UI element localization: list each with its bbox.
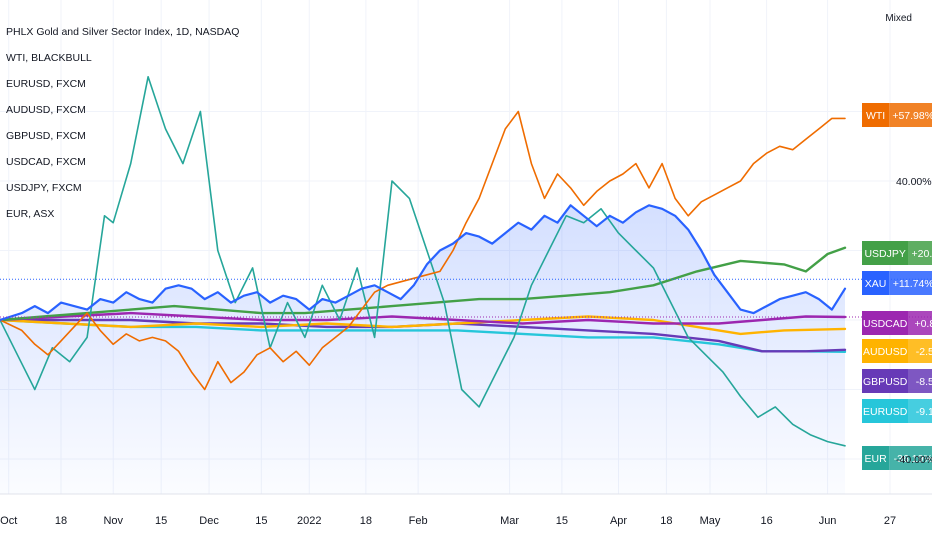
price-label-name-bg — [862, 369, 909, 393]
price-label-name-bg — [862, 446, 890, 470]
price-label-name-bg — [862, 311, 909, 335]
price-label-value-bg — [889, 271, 932, 295]
price-label-gbpusd: GBPUSD -8.58% — [862, 369, 932, 393]
price-label-value-bg — [908, 399, 932, 423]
price-label-value-bg — [908, 369, 932, 393]
legend-item-audusd: AUDUSD, FXCM — [6, 104, 86, 116]
x-tick-label: May — [700, 515, 721, 527]
scale-mode-label[interactable]: Mixed — [885, 13, 912, 24]
x-tick-label: 15 — [255, 515, 267, 527]
price-label-value: -2.56% — [916, 346, 932, 358]
price-label-name: USDCAD — [863, 318, 908, 330]
price-label-value: +20.79% — [912, 248, 932, 260]
price-label-name-bg — [862, 339, 909, 363]
price-label-name: EUR — [865, 453, 888, 465]
series-lines — [0, 76, 847, 447]
series-line-wti — [0, 110, 846, 391]
price-label-value-bg — [889, 446, 932, 470]
price-label-value: +11.74% — [893, 278, 932, 290]
price-label-name-bg — [862, 271, 890, 295]
series-line-audusd — [0, 315, 847, 336]
series-line-usdjpy — [0, 246, 847, 322]
price-label-value: -9.14% — [916, 406, 932, 418]
legend-item-usdcad: USDCAD, FXCM — [6, 156, 86, 168]
axes: Oct 18 Nov 15 Dec 15 2022 18 Feb Mar 15 Apr 18 May 16 J… — [0, 176, 932, 527]
x-tick-label: 2022 — [297, 515, 321, 527]
price-label-name-bg — [862, 241, 909, 265]
price-label-name-bg — [862, 399, 909, 423]
legend-item-eur: EUR, ASX — [6, 208, 55, 220]
price-label-name: GBPUSD — [863, 376, 908, 388]
price-label-eurusd: EURUSD -9.14% — [862, 399, 932, 423]
x-tick-label: 27 — [884, 515, 896, 527]
price-label-value-bg — [908, 241, 932, 265]
series-line-eur — [0, 76, 846, 447]
area-fill — [0, 205, 845, 494]
x-tick-label: 18 — [660, 515, 672, 527]
price-label-value-bg — [889, 103, 932, 127]
series-line-xau — [0, 204, 847, 322]
x-tick-label: 18 — [55, 515, 67, 527]
series-line-usdcad — [0, 311, 847, 325]
reference-lines — [0, 278, 932, 318]
price-label-name-bg — [862, 103, 890, 127]
legend-item-wti: WTI, BLACKBULL — [6, 52, 92, 64]
price-label-value: -36.19% — [894, 453, 932, 465]
legend-item-usdjpy: USDJPY, FXCM — [6, 182, 82, 194]
price-label-wti: WTI +57.98% — [862, 103, 932, 127]
x-tick-label: Mar — [500, 515, 519, 527]
price-label-value-bg — [908, 311, 932, 335]
price-label-usdjpy: USDJPY +20.79% — [862, 241, 932, 265]
price-label-value-bg — [908, 339, 932, 363]
price-label-name: WTI — [866, 110, 885, 122]
price-labels: XAU +11.74% WTI +57.98% USDJPY +20.79% USDCAD +… — [862, 103, 932, 470]
legend-title: PHLX Gold and Silver Sector Index, 1D, N… — [6, 26, 240, 38]
x-tick-label: Feb — [409, 515, 428, 527]
price-label-xau: XAU +11.74% — [862, 271, 932, 295]
price-label-value: +57.98% — [892, 110, 932, 122]
x-tick-label: Jun — [819, 515, 837, 527]
price-label-value: -8.58% — [916, 376, 932, 388]
price-label-audusd: AUDUSD -2.56% — [862, 339, 932, 363]
price-label-value: +0.86% — [914, 318, 932, 330]
xau-area-fill — [0, 205, 845, 494]
x-tick-label: Nov — [103, 515, 123, 527]
y-tick-label: -40.00% — [896, 454, 932, 466]
price-label-name: AUDUSD — [863, 346, 908, 358]
price-label-name: EURUSD — [863, 406, 908, 418]
legend-item-gbpusd: GBPUSD, FXCM — [6, 130, 86, 142]
x-tick-label: 16 — [760, 515, 772, 527]
x-tick-label: Oct — [0, 515, 17, 527]
x-tick-label: 15 — [556, 515, 568, 527]
x-tick-label: Apr — [610, 515, 627, 527]
price-label-name: XAU — [865, 278, 887, 290]
legend-item-eurusd: EURUSD, FXCM — [6, 78, 86, 90]
x-tick-label: 15 — [155, 515, 167, 527]
price-label-name: USDJPY — [864, 248, 905, 260]
y-tick-label: 40.00% — [896, 176, 932, 188]
x-tick-label: 18 — [360, 515, 372, 527]
price-label-eur: EUR -36.19% — [862, 446, 932, 470]
price-label-usdcad: USDCAD +0.86% — [862, 311, 932, 335]
x-tick-label: Dec — [199, 515, 219, 527]
